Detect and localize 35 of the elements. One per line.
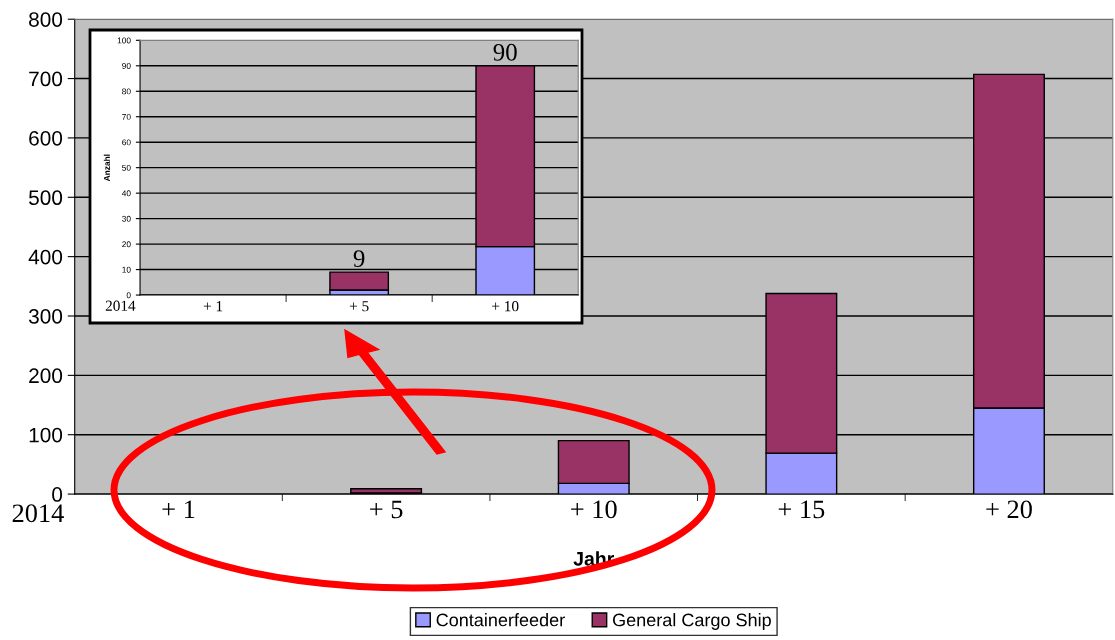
total-label: 90 (493, 43, 517, 61)
y-tick-label: 400 (28, 249, 63, 265)
y-tick-label: 500 (28, 190, 63, 206)
y-tick-label: 0 (52, 487, 63, 502)
total-label: 9 (353, 250, 365, 268)
y-axis-title: Anzahl (103, 154, 110, 182)
legend-label: Containerfeeder (436, 613, 565, 627)
y-tick-label: 800 (29, 12, 63, 27)
x-tick-label: + 1 (203, 301, 223, 312)
y-tick-label: 100 (117, 37, 131, 44)
x-tick-label: + 10 (571, 500, 617, 519)
y-tick-label: 200 (29, 368, 63, 384)
y-tick-label: 80 (122, 88, 131, 95)
annotation: 2014 (105, 300, 136, 311)
x-tick-label: + 20 (986, 500, 1032, 519)
text: 2014 (12, 504, 64, 523)
y-tick-label: 700 (29, 71, 63, 87)
y-tick-label: 300 (28, 309, 63, 324)
y-tick-label: 60 (122, 139, 131, 146)
y-tick-label: 40 (121, 190, 131, 197)
y-tick-label: 70 (122, 113, 131, 120)
x-tick-label: + 1 (162, 500, 195, 518)
x-tick-label: + 10 (492, 301, 519, 312)
legend-label: General Cargo Ship (613, 613, 771, 630)
y-tick-label: 90 (122, 62, 131, 69)
x-tick-label: + 5 (370, 500, 403, 519)
y-tick-label: 100 (29, 427, 63, 443)
y-tick-label: 10 (122, 266, 131, 273)
y-tick-label: 0 (126, 292, 131, 299)
x-tick-label: + 5 (349, 301, 369, 312)
y-tick-label: 30 (122, 215, 131, 222)
y-tick-label: 600 (29, 130, 63, 146)
y-tick-label: 20 (122, 241, 131, 248)
y-tick-label: 50 (122, 164, 131, 171)
x-tick-label: + 15 (778, 500, 825, 519)
